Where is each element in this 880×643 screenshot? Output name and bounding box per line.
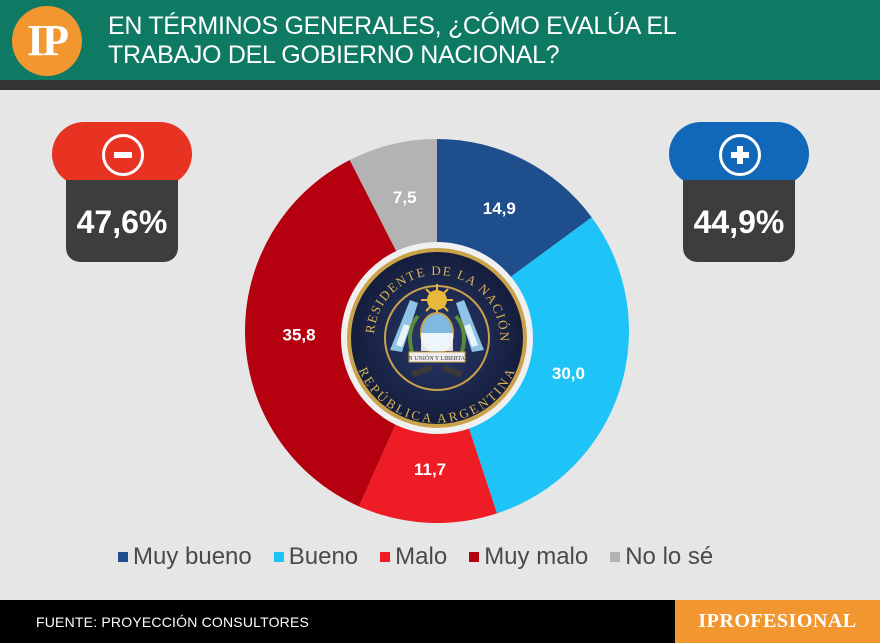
slice-label: 35,8 [283, 326, 316, 345]
negative-total: 47,6% [76, 204, 168, 240]
positive-badge [669, 122, 809, 186]
negative-summary-card: 47,6% [52, 122, 192, 262]
legend-label: Muy malo [484, 543, 589, 570]
motto-ribbon [408, 351, 466, 363]
minus-icon [102, 134, 144, 176]
positive-summary-card: 44,9% [669, 122, 809, 262]
legend-item: Malo [380, 543, 447, 571]
page-title: EN TÉRMINOS GENERALES, ¿CÓMO EVALÚA EL T… [108, 12, 728, 70]
legend-item: Bueno [273, 543, 359, 571]
legend-label: Muy bueno [133, 543, 252, 570]
legend-label: No lo sé [625, 543, 714, 570]
legend-label: Malo [395, 543, 448, 570]
source-text: FUENTE: PROYECCIÓN CONSULTORES [36, 614, 310, 630]
brand-logo: IPROFESIONAL [675, 600, 880, 643]
legend-item: No lo sé [610, 543, 713, 571]
title-line-1: EN TÉRMINOS GENERALES, ¿CÓMO EVALÚA EL [108, 12, 677, 40]
slice-label: 11,7 [414, 460, 446, 479]
slice-label: 7,5 [393, 188, 417, 207]
footer-bar: FUENTE: PROYECCIÓN CONSULTORES IPROFESIO… [0, 600, 880, 643]
legend-label: Bueno [288, 543, 359, 570]
legend-item: Muy bueno [118, 543, 252, 571]
header-divider [0, 80, 880, 90]
positive-total: 44,9% [693, 204, 785, 240]
legend-item: Muy malo [469, 543, 588, 571]
legend-swatch [273, 552, 284, 562]
flags-icon [390, 300, 484, 352]
legend-swatch [610, 552, 621, 562]
legend-swatch [380, 552, 391, 562]
plus-icon [719, 134, 761, 176]
donut-chart: 14,930,011,735,87,5 PRESIDENTE DE LA NAC… [0, 90, 629, 523]
cannons-icon [411, 364, 463, 378]
legend-swatch [469, 552, 480, 562]
coat-of-arms-icon [408, 312, 466, 354]
ip-logo: IP [12, 6, 82, 76]
chart-legend: Muy bueno Bueno Malo Muy malo No lo sé [118, 540, 735, 574]
slice-label: 30,0 [552, 364, 585, 383]
motto-text: EN UNIÓN Y LIBERTAD [405, 354, 470, 362]
negative-badge [52, 122, 192, 186]
header-bar: IP EN TÉRMINOS GENERALES, ¿CÓMO EVALÚA E… [0, 0, 880, 80]
slice-bueno [437, 217, 629, 514]
slice-label: 14,9 [483, 199, 516, 218]
legend-swatch [118, 552, 128, 562]
title-line-2: TRABAJO DEL GOBIERNO NACIONAL? [108, 41, 560, 69]
sun-emblem-icon [421, 284, 453, 316]
